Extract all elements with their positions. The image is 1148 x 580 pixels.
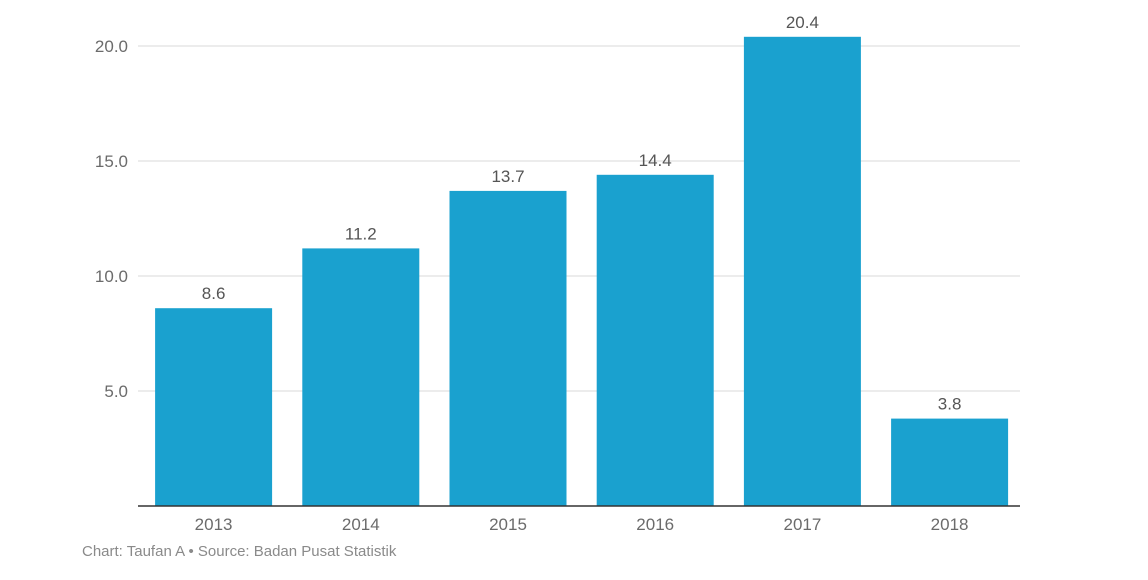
data-label-2013: 8.6 — [202, 284, 226, 303]
x-tick-label-2015: 2015 — [489, 515, 527, 534]
bar-2017 — [743, 36, 861, 507]
x-tick-label-2014: 2014 — [342, 515, 380, 534]
data-labels: 8.6 11.2 13.7 14.4 20.4 3.8 — [202, 13, 962, 414]
x-tick-label-2018: 2018 — [931, 515, 969, 534]
x-axis-ticks: 2013 2014 2015 2016 2017 2018 — [195, 515, 969, 534]
bar-2018 — [891, 418, 1009, 506]
gridlines — [138, 45, 1020, 392]
bar-2013 — [155, 308, 273, 506]
y-tick-label: 20.0 — [95, 37, 128, 56]
bars — [155, 36, 1009, 507]
chart-credit: Chart: Taufan A • Source: Badan Pusat St… — [82, 543, 397, 560]
y-tick-label: 15.0 — [95, 152, 128, 171]
data-label-2018: 3.8 — [938, 395, 962, 414]
y-axis-ticks: 5.0 10.0 15.0 20.0 — [95, 37, 128, 401]
y-tick-label: 5.0 — [104, 382, 128, 401]
bar-2014 — [302, 248, 420, 506]
x-tick-label-2017: 2017 — [783, 515, 821, 534]
data-label-2017: 20.4 — [786, 13, 819, 32]
x-tick-label-2016: 2016 — [636, 515, 674, 534]
y-tick-label: 10.0 — [95, 267, 128, 286]
x-tick-label-2013: 2013 — [195, 515, 233, 534]
bar-2016 — [596, 174, 714, 507]
bar-2015 — [449, 190, 567, 506]
data-label-2015: 13.7 — [491, 167, 524, 186]
data-label-2016: 14.4 — [639, 151, 672, 170]
data-label-2014: 11.2 — [345, 224, 377, 243]
